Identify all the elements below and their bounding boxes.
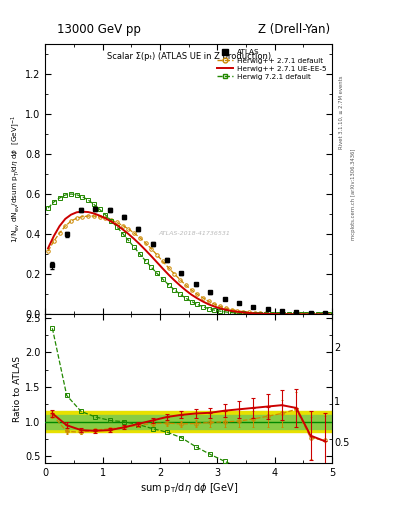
Text: Rivet 3.1.10, ≥ 2.7M events: Rivet 3.1.10, ≥ 2.7M events (339, 76, 344, 150)
Text: Scalar Σ(pₜ) (ATLAS UE in Z production): Scalar Σ(pₜ) (ATLAS UE in Z production) (107, 52, 271, 60)
X-axis label: sum p$_\mathregular{T}$/d$\eta$ d$\phi$ [GeV]: sum p$_\mathregular{T}$/d$\eta$ d$\phi$ … (140, 481, 238, 495)
Text: 1: 1 (334, 397, 340, 407)
Text: ATLAS-2018-41736531: ATLAS-2018-41736531 (158, 230, 230, 236)
Y-axis label: Ratio to ATLAS: Ratio to ATLAS (13, 356, 22, 422)
Text: 0.5: 0.5 (334, 438, 349, 448)
Text: 2: 2 (334, 343, 340, 353)
Text: 13000 GeV pp: 13000 GeV pp (57, 23, 141, 36)
Y-axis label: 1/N$_\mathregular{ev}$ dN$_\mathregular{ev}$/dsum p$_\mathregular{T}$/d$\eta$ d$: 1/N$_\mathregular{ev}$ dN$_\mathregular{… (9, 115, 22, 243)
Legend: ATLAS, Herwig++ 2.7.1 default, Herwig++ 2.7.1 UE-EE-5, Herwig 7.2.1 default: ATLAS, Herwig++ 2.7.1 default, Herwig++ … (215, 47, 329, 82)
Text: Z (Drell-Yan): Z (Drell-Yan) (258, 23, 330, 36)
Text: mcplots.cern.ch [arXiv:1306.3436]: mcplots.cern.ch [arXiv:1306.3436] (351, 149, 356, 240)
